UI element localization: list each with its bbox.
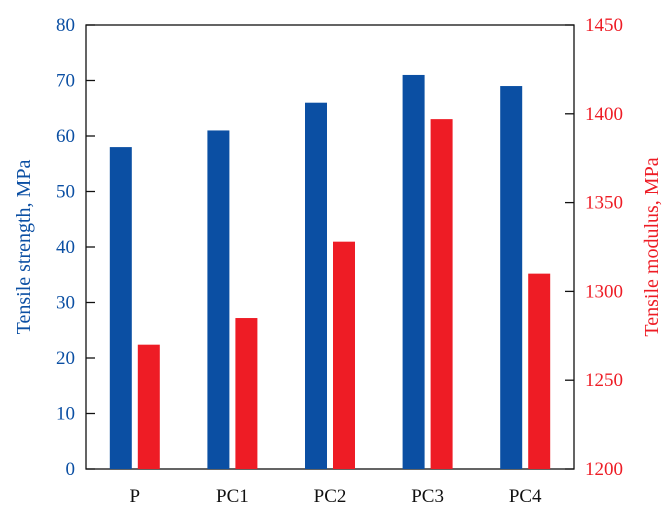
bar-tensile-strength-pc4 — [500, 86, 523, 470]
left-axis: 0 10 20 30 40 50 60 70 80 — [56, 15, 95, 480]
bar-tensile-strength-p — [109, 147, 132, 469]
bar-tensile-modulus-pc1 — [235, 318, 258, 469]
left-tick-label: 80 — [56, 15, 75, 36]
left-tick-label: 0 — [66, 459, 76, 480]
bar-tensile-strength-pc3 — [402, 74, 425, 469]
x-axis: P PC1 PC2 PC3 PC4 — [130, 486, 543, 507]
right-tick-label: 1350 — [585, 193, 623, 214]
bar-tensile-strength-pc2 — [305, 102, 327, 469]
category-label: PC4 — [509, 486, 542, 507]
left-tick-label: 60 — [56, 126, 75, 147]
left-tick-label: 10 — [56, 404, 75, 425]
bar-tensile-modulus-pc3 — [430, 119, 453, 470]
left-tick-label: 70 — [56, 71, 75, 92]
right-tick-label: 1300 — [585, 281, 623, 302]
right-tick-label: 1200 — [585, 459, 623, 480]
left-axis-title: Tensile strength, MPa — [13, 160, 35, 335]
left-tick-label: 40 — [56, 237, 75, 258]
right-axis-title: Tensile modulus, MPa — [641, 157, 663, 336]
category-label: PC1 — [216, 486, 249, 507]
bar-tensile-modulus-pc2 — [333, 241, 355, 469]
category-label: P — [130, 486, 141, 507]
category-label: PC3 — [411, 486, 444, 507]
right-tick-label: 1250 — [585, 370, 623, 391]
right-tick-label: 1450 — [585, 15, 623, 36]
left-tick-label: 30 — [56, 293, 75, 314]
bar-tensile-modulus-p — [137, 344, 160, 469]
right-axis: 1200 1250 1300 1350 1400 1450 — [565, 15, 623, 480]
left-tick-label: 50 — [56, 182, 75, 203]
bars — [109, 74, 551, 470]
left-tick-label: 20 — [56, 348, 75, 369]
right-tick-label: 1400 — [585, 104, 623, 125]
bar-tensile-strength-pc1 — [207, 130, 230, 469]
category-label: PC2 — [314, 486, 347, 507]
bar-tensile-modulus-pc4 — [528, 273, 551, 469]
